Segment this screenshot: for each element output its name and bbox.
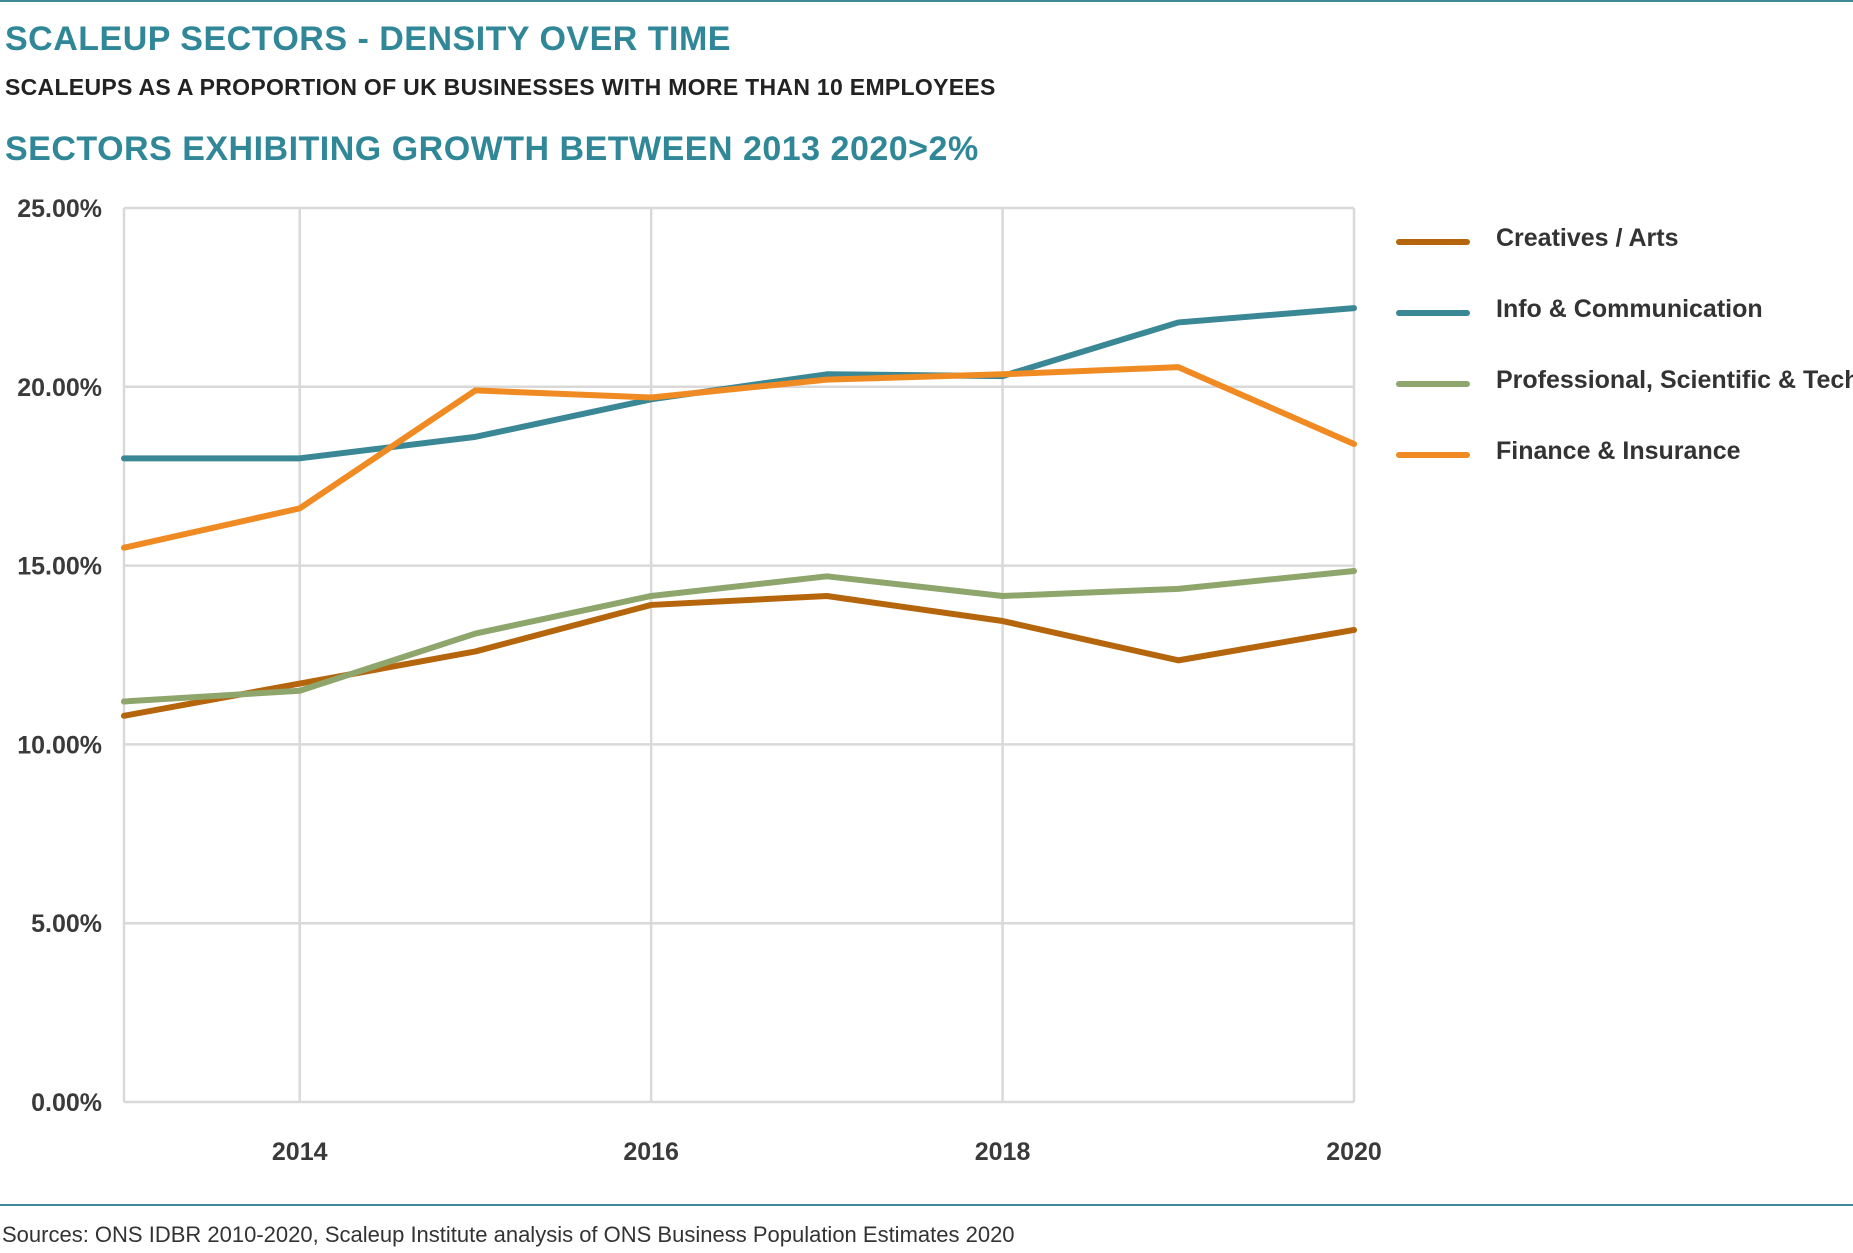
series-line-creatives-arts	[121, 592, 1357, 719]
chart-subtitle: SCALEUPS AS A PROPORTION OF UK BUSINESSE…	[5, 74, 996, 100]
legend-item: Info & Communication	[1396, 291, 1836, 331]
y-tick-label: 5.00%	[31, 910, 102, 938]
y-tick-label: 0.00%	[31, 1089, 102, 1117]
legend-swatch	[1396, 239, 1470, 245]
legend-swatch	[1396, 452, 1470, 458]
legend-label: Creatives / Arts	[1496, 224, 1679, 252]
chart-series	[121, 305, 1357, 719]
source-note: Sources: ONS IDBR 2010-2020, Scaleup Ins…	[2, 1222, 1015, 1247]
y-tick-label: 15.00%	[17, 553, 102, 581]
top-rule	[0, 0, 1853, 2]
x-tick-label: 2016	[623, 1138, 679, 1166]
y-axis-labels: 0.00% 5.00% 10.00% 15.00% 20.00% 25.00%	[17, 195, 102, 1117]
legend-item: Finance & Insurance	[1396, 433, 1836, 473]
x-axis-labels: 2014 2016 2018 2020	[272, 1138, 1382, 1166]
x-tick-label: 2018	[975, 1138, 1031, 1166]
chart-subheading: SECTORS EXHIBITING GROWTH BETWEEN 2013 2…	[5, 130, 979, 168]
chart-grid	[122, 206, 1356, 1104]
legend-swatch	[1396, 381, 1470, 387]
legend-item: Professional, Scientific & Tech	[1396, 362, 1853, 402]
y-tick-label: 10.00%	[17, 731, 102, 759]
series-line-professional-scientific-tech	[121, 567, 1357, 705]
legend-item: Creatives / Arts	[1396, 220, 1836, 260]
chart-title: SCALEUP SECTORS - DENSITY OVER TIME	[5, 20, 731, 58]
legend-swatch	[1396, 310, 1470, 316]
legend-label: Professional, Scientific & Tech	[1496, 366, 1853, 394]
series-line-finance-insurance	[121, 364, 1357, 551]
series-line-info-communication	[121, 305, 1357, 462]
y-tick-label: 20.00%	[17, 374, 102, 402]
bottom-rule	[0, 1204, 1853, 1206]
x-tick-label: 2014	[272, 1138, 328, 1166]
y-tick-label: 25.00%	[17, 195, 102, 223]
legend-label: Info & Communication	[1496, 295, 1763, 323]
legend-label: Finance & Insurance	[1496, 437, 1741, 465]
x-tick-label: 2020	[1326, 1138, 1382, 1166]
